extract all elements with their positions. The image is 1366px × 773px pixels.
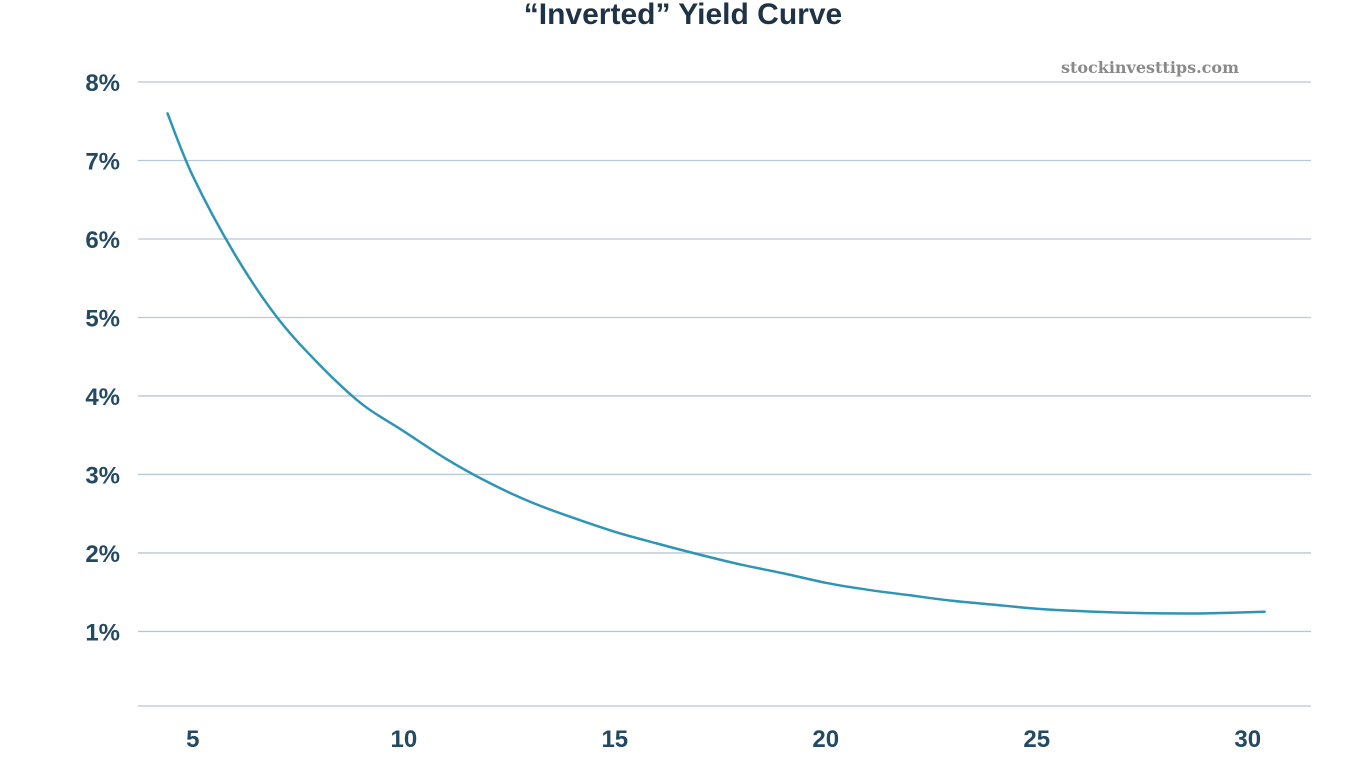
chart-title: “Inverted” Yield Curve bbox=[524, 0, 842, 31]
y-tick-label: 3% bbox=[85, 462, 120, 489]
yield-curve-line bbox=[166, 112, 1266, 615]
x-tick-label: 10 bbox=[390, 726, 417, 753]
y-tick-label: 1% bbox=[85, 619, 120, 646]
y-tick-label: 5% bbox=[85, 305, 120, 332]
y-tick-label: 7% bbox=[85, 148, 120, 175]
y-axis-ticks: 1% 2% 3% 4% 5% 6% 7% 8% bbox=[85, 70, 120, 646]
y-tick-label: 6% bbox=[85, 227, 120, 254]
y-tick-label: 2% bbox=[85, 541, 120, 568]
watermark-text: stockinvesttips.com bbox=[1061, 58, 1239, 77]
x-tick-label: 20 bbox=[812, 726, 839, 753]
x-tick-label: 15 bbox=[601, 726, 628, 753]
series-group bbox=[166, 112, 1266, 615]
x-tick-label: 5 bbox=[186, 726, 199, 753]
gridlines bbox=[138, 81, 1311, 633]
x-tick-label: 30 bbox=[1234, 726, 1261, 753]
x-axis-ticks: 5 10 15 20 25 30 bbox=[186, 726, 1261, 753]
x-tick-label: 25 bbox=[1023, 726, 1050, 753]
y-tick-label: 8% bbox=[85, 70, 120, 97]
y-tick-label: 4% bbox=[85, 384, 120, 411]
